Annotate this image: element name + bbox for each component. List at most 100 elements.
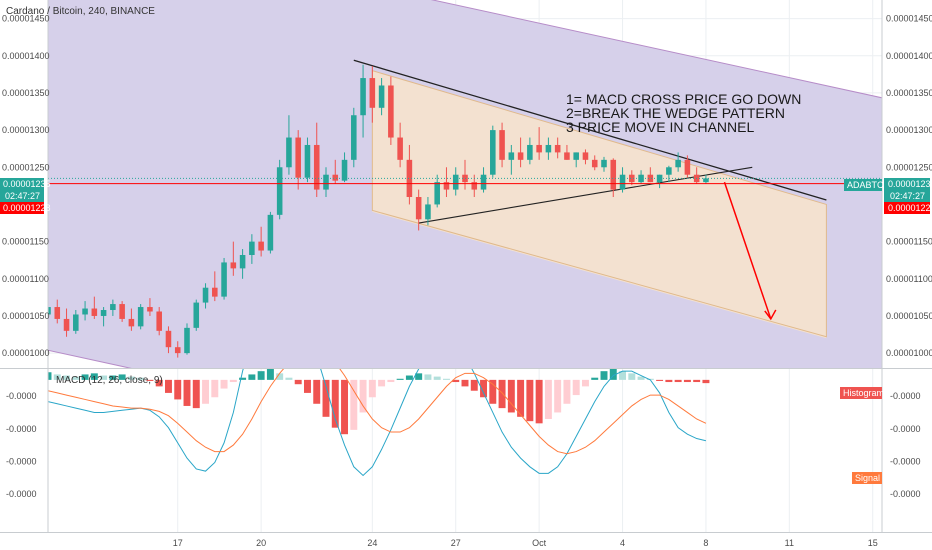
- macd-pane: [48, 369, 710, 477]
- macd-histogram-bar: [350, 379, 358, 430]
- macd-histogram-bar: [378, 379, 386, 387]
- candle-body: [378, 85, 385, 108]
- macd-histogram-bar: [489, 379, 497, 404]
- price-lines: [48, 177, 882, 185]
- macd-histogram-bar: [591, 377, 599, 380]
- candle-body: [174, 347, 181, 354]
- macd-histogram-bar: [480, 379, 488, 398]
- left-countdown-tag-bg: [0, 190, 44, 202]
- left-price-tick: 0.00001450: [2, 14, 50, 24]
- time-axis-label: 15: [868, 538, 878, 548]
- right-last-price-tag: 0.00001235: [888, 179, 932, 189]
- macd-histogram-bar: [164, 379, 172, 393]
- macd-histogram-bar: [452, 379, 460, 383]
- candle-body: [165, 330, 172, 348]
- right-countdown-tag: 02:47:27: [890, 191, 925, 201]
- down-arrow-head: [764, 309, 777, 321]
- candle-body: [480, 174, 487, 190]
- macd-histogram-bar: [600, 371, 608, 380]
- candle-body: [221, 262, 227, 297]
- candle-body: [323, 174, 329, 190]
- macd-histogram-bar: [81, 374, 89, 380]
- candle-body: [545, 144, 552, 153]
- macd-histogram-bar: [442, 378, 450, 380]
- left-price-tags: 0.00001235 02:47:27 0.00001228: [0, 178, 51, 214]
- time-axis-label: 24: [367, 538, 377, 548]
- left-last-price-tag: 0.00001235: [3, 179, 51, 189]
- macd-histogram-bar: [100, 375, 108, 380]
- macd-tags: Histogram Signal: [840, 387, 884, 484]
- candle-body: [582, 152, 589, 160]
- candle-body: [128, 318, 135, 327]
- macd-histogram-bar: [72, 376, 80, 380]
- candle-body: [499, 130, 505, 160]
- left-price-tick: 0.00001000: [2, 348, 50, 358]
- macd-histogram-bar: [146, 379, 154, 381]
- macd-histogram-bar: [368, 379, 376, 398]
- left-price-tick: 0.00001250: [2, 162, 50, 172]
- left-red-line-tag-bg: [0, 202, 44, 214]
- macd-histogram-bar: [674, 379, 682, 383]
- candle-body: [137, 307, 144, 327]
- candle-body: [239, 254, 246, 269]
- macd-histogram-bar: [220, 379, 228, 389]
- macd-line: [48, 369, 707, 477]
- macd-histogram-bar: [619, 371, 627, 380]
- macd-histogram-bar: [433, 376, 441, 380]
- macd-histogram-bar: [628, 373, 636, 380]
- right-price-tick: 0.00001450: [886, 14, 932, 24]
- candle-body: [230, 262, 237, 269]
- channel-lower-line: [48, 349, 132, 368]
- macd-histogram-bar: [303, 379, 311, 393]
- macd-histogram-bar: [127, 376, 135, 380]
- right-countdown-tag-bg: [884, 190, 930, 202]
- macd-histogram-bar: [563, 379, 571, 404]
- candle-body: [48, 307, 51, 315]
- macd-histogram-bar: [239, 377, 247, 380]
- left-macd-tick: -0.0000: [6, 489, 37, 499]
- macd-histogram-bar: [387, 379, 395, 383]
- left-red-line-tag: 0.00001228: [3, 203, 51, 213]
- macd-histogram-bar: [359, 379, 367, 413]
- candle-body: [434, 182, 440, 205]
- candle-body: [527, 144, 533, 160]
- right-macd-tick: -0.0000: [890, 456, 921, 466]
- candle-body: [184, 327, 190, 354]
- macd-histogram-bar: [174, 379, 182, 400]
- macd-histogram-bar: [424, 374, 432, 380]
- macd-histogram-bar: [341, 379, 349, 435]
- right-price-tick: 0.00001400: [886, 51, 932, 61]
- macd-histogram-bar: [507, 379, 515, 413]
- right-macd-tick: -0.0000: [890, 424, 921, 434]
- candle-body: [286, 137, 292, 168]
- candle-body: [443, 182, 450, 190]
- candle-body: [249, 241, 255, 255]
- time-axis-label: 17: [173, 538, 183, 548]
- candle-body: [341, 159, 348, 181]
- macd-histogram-bar: [63, 375, 71, 380]
- right-price-tick: 0.00001150: [886, 237, 932, 247]
- time-axis-label: Oct: [532, 538, 547, 548]
- macd-histogram-bar: [637, 376, 645, 380]
- left-price-tick: 0.00001050: [2, 311, 50, 321]
- macd-histogram-bar: [266, 369, 274, 380]
- macd-histogram-bar: [535, 379, 543, 424]
- left-countdown-tag: 02:47:27: [5, 191, 40, 201]
- left-macd-tick: -0.0000: [6, 391, 37, 401]
- right-price-tags: ADABTC 0.00001235 02:47:27 0.00001228: [844, 178, 932, 214]
- annotation-line-1: 1= MACD CROSS PRICE GO DOWN: [566, 91, 801, 107]
- chart-title: Cardano / Bitcoin, 240, BINANCE: [6, 6, 155, 17]
- macd-histogram-bar: [470, 379, 478, 391]
- macd-histogram-bar: [322, 379, 330, 417]
- candle-body: [684, 159, 691, 175]
- candles: [48, 64, 709, 358]
- candle-body: [536, 144, 542, 153]
- macd-histogram-bar: [405, 375, 413, 380]
- macd-histogram-bar: [461, 379, 469, 387]
- macd-histogram-bar: [331, 379, 339, 428]
- drawings: [48, 0, 882, 368]
- candle-body: [425, 204, 431, 220]
- candle-body: [656, 174, 663, 183]
